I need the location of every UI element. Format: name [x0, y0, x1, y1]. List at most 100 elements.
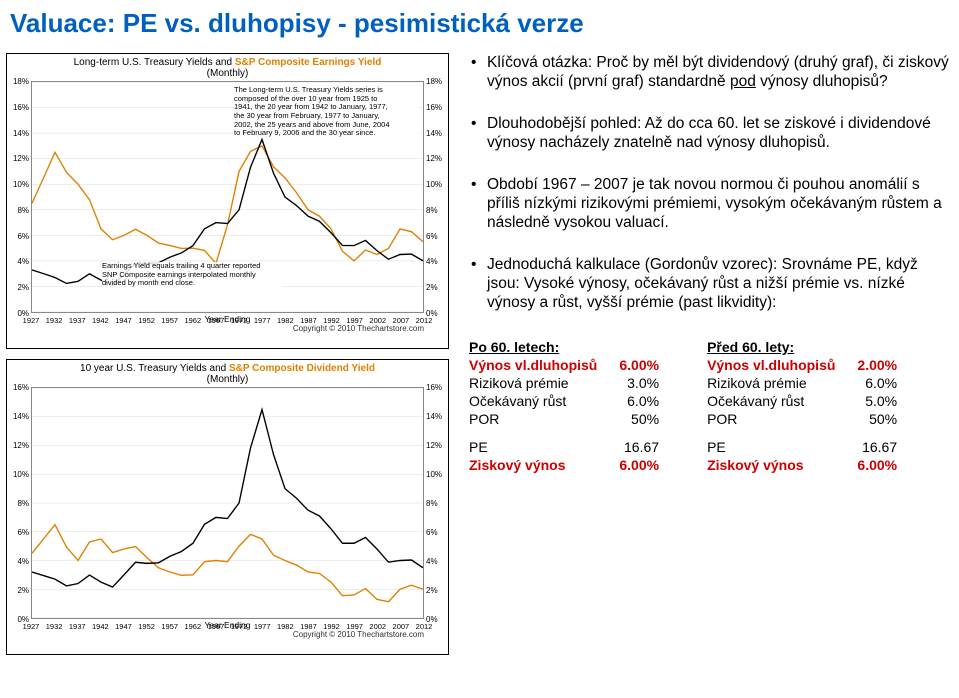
table-row-label: Ziskový výnos	[707, 457, 835, 473]
chart2-svg	[32, 388, 423, 618]
xtick-label: 1932	[46, 316, 63, 325]
ytick-label: 8%	[11, 207, 29, 215]
ytick-label: 8%	[426, 500, 444, 508]
ytick-label: 14%	[426, 413, 444, 421]
xtick-label: 1947	[115, 316, 132, 325]
ytick-label: 2%	[426, 587, 444, 595]
table-row-value: 50%	[619, 411, 659, 427]
ytick-label: 10%	[11, 471, 29, 479]
xtick-label: 2002	[369, 622, 386, 631]
ytick-label: 2%	[11, 284, 29, 292]
xtick-label: 1937	[69, 622, 86, 631]
bullet-item: Jednoduchá kalkulace (Gordonův vzorec): …	[469, 255, 951, 313]
xtick-label: 1987	[300, 622, 317, 631]
xtick-label: 1992	[323, 622, 340, 631]
chart2-plot-area	[31, 387, 424, 619]
chart2-title-mid: and	[207, 363, 229, 374]
table-row-value: 2.00%	[857, 357, 897, 373]
table-row-label: Očekávaný růst	[707, 393, 835, 409]
table-row-value: 6.00%	[619, 357, 659, 373]
table-row-label: Riziková prémie	[469, 375, 597, 391]
bullet-list: Klíčová otázka: Proč by měl být dividend…	[469, 53, 951, 335]
ytick-label: 10%	[426, 471, 444, 479]
chart2-title-orange: S&P Composite Dividend Yield	[229, 363, 375, 374]
ytick-label: 18%	[11, 78, 29, 86]
chart1-yticks-right: 18%16%14%12%10%8%6%4%2%0%	[426, 54, 444, 348]
charts-column: Long-term U.S. Treasury Yields and S&P C…	[0, 53, 455, 698]
xtick-label: 1967	[208, 622, 225, 631]
ytick-label: 8%	[426, 207, 444, 215]
chart1-note: The Long-term U.S. Treasury Yields serie…	[234, 86, 419, 138]
table-row-label: Očekávaný růst	[469, 393, 597, 409]
table-head: Po 60. letech:	[469, 339, 659, 355]
table-row-value: 6.00%	[857, 457, 897, 473]
chart1-title-mid: and	[213, 57, 235, 68]
ytick-label: 16%	[426, 384, 444, 392]
xtick-label: 1982	[277, 316, 294, 325]
xtick-label: 1927	[23, 316, 40, 325]
chart2-title-sub: (Monthly)	[207, 374, 249, 385]
ytick-label: 12%	[11, 442, 29, 450]
table-row-label: Výnos vl.dluhopisů	[707, 357, 835, 373]
xtick-label: 2002	[369, 316, 386, 325]
ytick-label: 6%	[426, 233, 444, 241]
xtick-label: 1932	[46, 622, 63, 631]
tables-row: Po 60. letech: Výnos vl.dluhopisů 6.00% Riz…	[469, 339, 951, 473]
xtick-label: 1967	[208, 316, 225, 325]
xtick-label: 1927	[23, 622, 40, 631]
ytick-label: 6%	[11, 529, 29, 537]
page-title: Valuace: PE vs. dluhopisy - pesimistická…	[0, 0, 959, 53]
ytick-label: 12%	[11, 155, 29, 163]
xtick-label: 1942	[92, 316, 109, 325]
xtick-label: 1942	[92, 622, 109, 631]
table-row-value: 6.0%	[857, 375, 897, 391]
chart1-title-pre: Long-term U.S. Treasury Yields	[74, 57, 213, 68]
table-row-label: Riziková prémie	[707, 375, 835, 391]
table-row-value: 16.67	[857, 439, 897, 455]
ytick-label: 16%	[426, 104, 444, 112]
ytick-label: 14%	[426, 130, 444, 138]
xtick-label: 1962	[184, 316, 201, 325]
bullet-item: Klíčová otázka: Proč by měl být dividend…	[469, 53, 951, 92]
chart2-yticks-left: 16%14%12%10%8%6%4%2%0%	[11, 360, 29, 654]
table-row-value: 50%	[857, 411, 897, 427]
xtick-label: 1952	[138, 316, 155, 325]
ytick-label: 16%	[11, 384, 29, 392]
ytick-label: 10%	[11, 181, 29, 189]
ytick-label: 8%	[11, 500, 29, 508]
xtick-label: 1957	[161, 316, 178, 325]
xtick-label: 2007	[393, 316, 410, 325]
xtick-label: 1992	[323, 316, 340, 325]
chart2-title-pre: 10 year U.S. Treasury Yields	[80, 363, 207, 374]
xtick-label: 1997	[346, 622, 363, 631]
chart1-endnote: Earnings Yield equals trailing 4 quarter…	[102, 262, 282, 288]
ytick-label: 12%	[426, 442, 444, 450]
chart1-yticks-left: 18%16%14%12%10%8%6%4%2%0%	[11, 54, 29, 348]
xtick-label: 1962	[184, 622, 201, 631]
table-head: Před 60. lety:	[707, 339, 897, 355]
ytick-label: 10%	[426, 181, 444, 189]
table-row-label: PE	[707, 439, 835, 455]
ytick-label: 14%	[11, 413, 29, 421]
chart-earnings-yield: Long-term U.S. Treasury Yields and S&P C…	[6, 53, 449, 349]
table-row-label: POR	[707, 411, 835, 427]
chart2-xticks: 1927193219371942194719521957196219671972…	[31, 622, 424, 632]
xtick-label: 1947	[115, 622, 132, 631]
ytick-label: 6%	[11, 233, 29, 241]
ytick-label: 12%	[426, 155, 444, 163]
chart1-xticks: 1927193219371942194719521957196219671972…	[31, 316, 424, 326]
xtick-label: 1972	[231, 622, 248, 631]
table-after-60s: Po 60. letech:Výnos vl.dluhopisů6.00%Riz…	[469, 339, 659, 473]
table-row-value: 6.00%	[619, 457, 659, 473]
ytick-label: 4%	[426, 258, 444, 266]
chart1-title-sub: (Monthly)	[207, 68, 249, 79]
table-row-value: 3.0%	[619, 375, 659, 391]
ytick-label: 18%	[426, 78, 444, 86]
table-row-value: 16.67	[619, 439, 659, 455]
xtick-label: 1997	[346, 316, 363, 325]
ytick-label: 4%	[11, 258, 29, 266]
xtick-label: 1952	[138, 622, 155, 631]
chart1-title-orange: S&P Composite Earnings Yield	[235, 57, 382, 68]
chart2-yticks-right: 16%14%12%10%8%6%4%2%0%	[426, 360, 444, 654]
xtick-label: 1937	[69, 316, 86, 325]
